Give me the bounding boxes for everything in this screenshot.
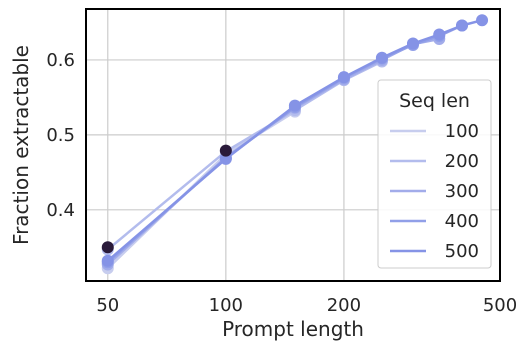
legend-label: 300	[445, 181, 479, 202]
data-point	[476, 14, 489, 27]
y-tick-label: 0.6	[46, 50, 75, 71]
dark-data-point	[101, 241, 114, 254]
legend-label: 100	[445, 121, 479, 142]
legend-items: 100 200 300 400 500	[390, 121, 479, 262]
y-tick-label: 0.5	[46, 125, 75, 146]
data-point	[455, 19, 468, 32]
x-axis-label: Prompt length	[222, 317, 364, 341]
x-tick-label: 500	[483, 295, 517, 316]
data-point	[219, 152, 232, 165]
legend-title: Seq len	[399, 90, 470, 112]
data-point	[288, 99, 301, 112]
data-point	[406, 37, 419, 50]
legend-label: 500	[445, 241, 479, 262]
data-point	[375, 51, 388, 64]
series-500	[101, 14, 489, 267]
series-200	[101, 55, 388, 256]
legend-label: 200	[445, 151, 479, 172]
data-point	[337, 71, 350, 84]
x-tick-label: 50	[96, 295, 119, 316]
x-tick-label: 200	[327, 295, 361, 316]
legend-item-500: 500	[390, 241, 479, 262]
legend-label: 400	[445, 211, 479, 232]
dark-data-point	[219, 144, 232, 157]
data-point	[433, 28, 446, 41]
data-point	[101, 254, 114, 267]
legend-item-400: 400	[390, 211, 479, 232]
series-100	[101, 105, 301, 275]
legend: Seq len 100 200 300 400 500	[377, 79, 492, 269]
y-tick-label: 0.4	[46, 200, 75, 221]
tick-labels: 50 100 200 500 0.4 0.5 0.6	[46, 50, 517, 316]
series-line	[107, 60, 383, 251]
x-tick-label: 100	[209, 295, 243, 316]
series-layer	[101, 14, 489, 275]
plot-frame	[85, 8, 501, 282]
dark-points-layer	[101, 144, 232, 254]
legend-item-200: 200	[390, 151, 479, 172]
legend-item-100: 100	[390, 121, 479, 142]
legend-item-300: 300	[390, 181, 479, 202]
y-axis-label: Fraction extractable	[9, 45, 33, 245]
